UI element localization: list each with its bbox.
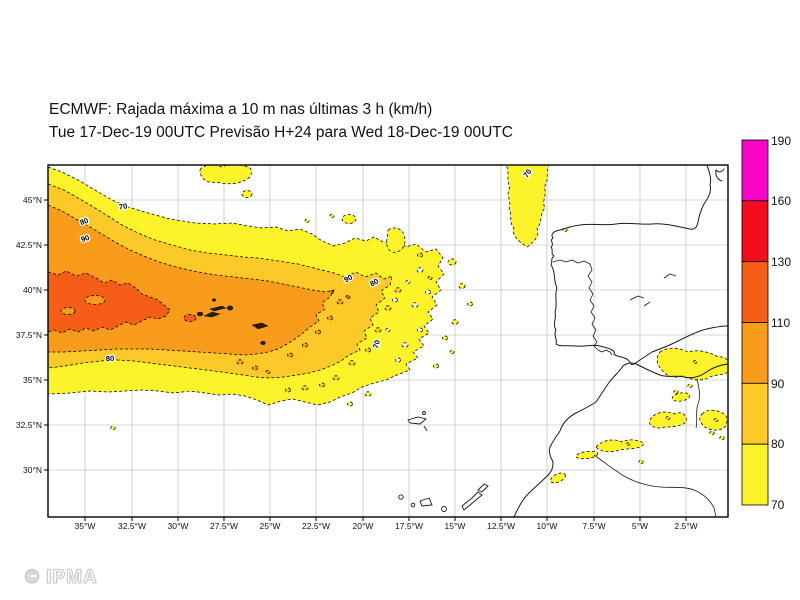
lon-label: 2.5°W (674, 521, 697, 531)
lat-label: 40°N (23, 285, 42, 295)
lat-label: 45°N (23, 195, 42, 205)
lon-label: 32.5°W (118, 521, 146, 531)
colorbar-segment-160-190 (741, 139, 769, 202)
axis-ticks (44, 199, 687, 521)
colorbar-tick-130: 130 (771, 255, 791, 269)
grid-lines (48, 165, 728, 517)
lon-label: 35°W (75, 521, 96, 531)
contour-core-holes (60, 295, 106, 315)
colorbar-tick-160: 160 (771, 194, 791, 208)
border-portugal-spain (552, 259, 613, 356)
contour-label-80-south: 80 (106, 354, 115, 363)
azores-islands (196, 298, 269, 346)
lon-label: 10°W (537, 521, 558, 531)
colorbar-tick-90: 90 (771, 377, 785, 391)
contour-label-70-nw: 70 (118, 201, 128, 211)
colorbar-tick-70: 70 (771, 498, 785, 512)
contour-holes-sub70 (385, 267, 431, 363)
lat-label: 37.5°N (16, 330, 42, 340)
lat-label: 30°N (23, 465, 42, 475)
longitude-axis-labels: 35°W 32.5°W 30°W 27.5°W 25°W 22.5°W 20°W… (75, 521, 698, 531)
colorbar-segment-130-160 (741, 200, 769, 263)
map-frame (47, 164, 729, 518)
ipma-credit-watermark: © IPMA (25, 567, 98, 589)
lon-label: 15°W (445, 521, 466, 531)
coastline-iberia-france (550, 165, 728, 366)
page-title: ECMWF: Rajada máxima a 10 m nas últimas … (49, 101, 433, 118)
lon-label: 17.5°W (395, 521, 423, 531)
lon-label: 20°W (353, 521, 374, 531)
page-subtitle: Tue 17-Dec-19 00UTC Previsão H+24 para W… (49, 124, 513, 141)
colorbar-segment-90-110 (741, 322, 769, 384)
colorbar-tick-80: 80 (771, 437, 785, 451)
madeira-islands (407, 411, 428, 432)
colorbar-segment-80-90 (741, 382, 769, 445)
colorbar: 190 160 130 110 90 80 70 (741, 134, 791, 512)
lat-label: 35°N (23, 375, 42, 385)
colorbar-segment-70-80 (741, 443, 769, 506)
lon-label: 27.5°W (210, 521, 238, 531)
lon-label: 5°W (632, 521, 648, 531)
canary-islands (398, 483, 489, 512)
lon-label: 30°W (168, 521, 189, 531)
lon-label: 22.5°W (302, 521, 330, 531)
contour-band-110 (48, 270, 351, 334)
coastline-africa (513, 362, 728, 517)
lon-label: 7.5°W (582, 521, 605, 531)
colorbar-tick-110: 110 (771, 316, 790, 330)
colorbar-tick-190: 190 (771, 134, 791, 148)
lat-label: 32.5°N (16, 420, 42, 430)
lat-label: 42.5°N (16, 240, 42, 250)
lon-label: 12.5°W (487, 521, 515, 531)
lon-label: 25°W (260, 521, 281, 531)
colorbar-segment-110-130 (741, 261, 769, 323)
latitude-axis-labels: 45°N 42.5°N 40°N 37.5°N 35°N 32.5°N 30°N (16, 195, 42, 475)
border-morocco-algeria (695, 378, 700, 429)
